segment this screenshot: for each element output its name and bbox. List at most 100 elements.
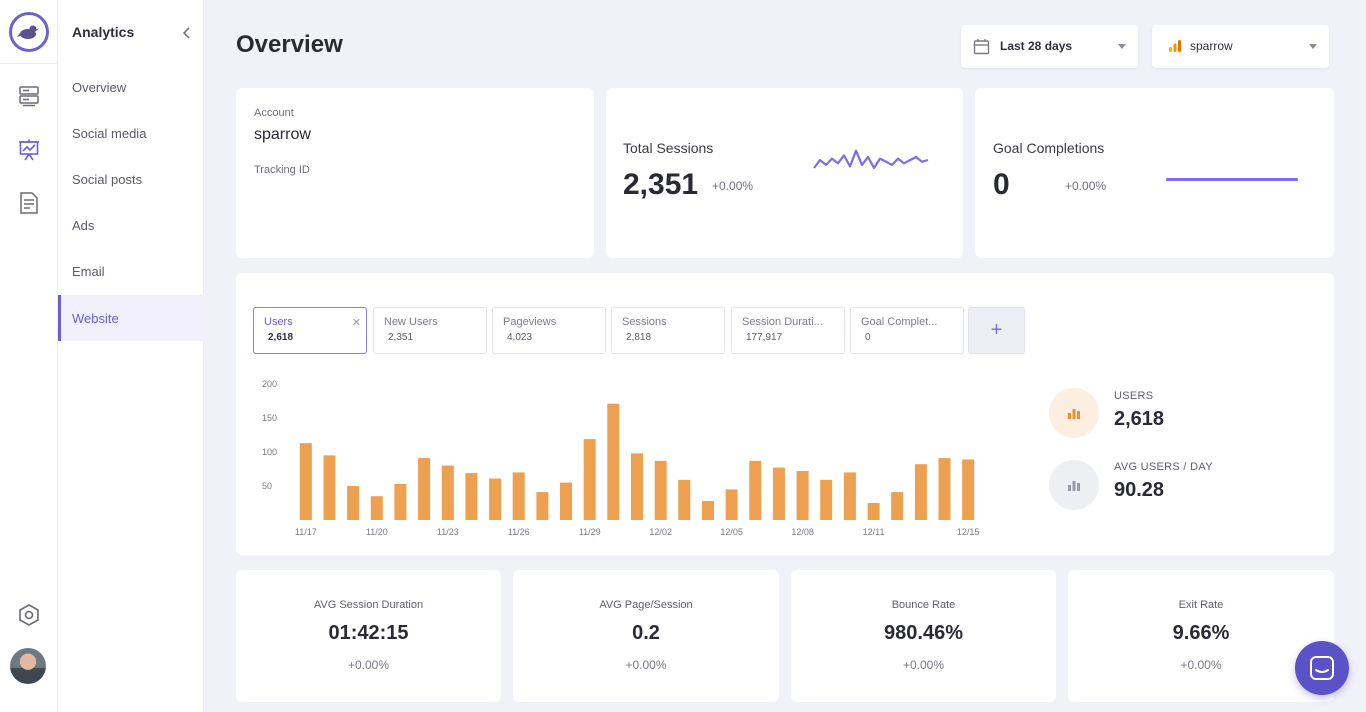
tab-pageviews-label: Pageviews — [503, 316, 557, 328]
users-summary-label: USERS — [1114, 390, 1154, 402]
x-tick-label: 12/05 — [720, 527, 743, 537]
tab-sessions-value: 2,818 — [626, 332, 652, 343]
chart-bar[interactable] — [370, 496, 383, 520]
stat-change: +0.00% — [902, 658, 945, 672]
tab-new-users[interactable]: New Users 2,351 — [373, 307, 487, 354]
chart-bar[interactable] — [560, 482, 572, 520]
presentation-chart-icon[interactable] — [16, 137, 42, 163]
total-sessions-card: Total Sessions 2,351 +0.00% — [606, 88, 963, 258]
chart-bar[interactable] — [418, 458, 431, 520]
sessions-value: 2,351 — [623, 168, 699, 201]
x-tick-label: 11/26 — [508, 527, 530, 537]
chart-bar[interactable] — [631, 453, 643, 520]
page-title: Overview — [236, 31, 343, 58]
chart-bar[interactable] — [323, 455, 336, 520]
account-card: Account sparrow Tracking ID — [236, 88, 594, 258]
y-tick-label: 150 — [262, 413, 277, 423]
tab-pageviews[interactable]: Pageviews 4,023 — [492, 307, 606, 354]
x-tick-label: 11/23 — [437, 527, 459, 537]
avg-users-bar-icon — [1049, 460, 1099, 510]
chart-bar[interactable] — [938, 458, 951, 520]
tab-users[interactable]: Users 2,618 ✕ — [253, 307, 367, 354]
tab-users-label: Users — [264, 316, 293, 328]
user-avatar[interactable] — [10, 648, 46, 684]
tab-goal-completions[interactable]: Goal Complet... 0 — [850, 307, 964, 354]
y-tick-label: 50 — [262, 481, 272, 491]
users-bar-chart: 200 150 100 50 11/17 11/20 11/23 11/26 11/29 12/0… — [262, 379, 979, 537]
sidebar-item-overview[interactable]: Overview — [72, 79, 127, 95]
chart-bar[interactable] — [702, 501, 714, 520]
x-tick-label: 11/17 — [295, 527, 317, 537]
y-tick-label: 200 — [262, 379, 277, 389]
chevron-down-icon — [1118, 44, 1126, 49]
chart-bar[interactable] — [891, 492, 904, 520]
stat-card-exit-rate: Exit Rate 9.66% +0.00% — [1068, 570, 1334, 702]
chart-bar[interactable] — [867, 503, 880, 520]
chevron-down-icon — [1309, 44, 1317, 49]
goals-change: +0.00% — [1065, 179, 1107, 193]
date-range-dropdown[interactable]: Last 28 days — [961, 25, 1138, 68]
chart-bar[interactable] — [843, 472, 856, 520]
chart-bar[interactable] — [820, 479, 833, 520]
chart-bar[interactable] — [962, 459, 975, 521]
date-range-value: Last 28 days — [1000, 39, 1073, 53]
tab-pageviews-value: 4,023 — [507, 332, 533, 343]
x-tick-label: 11/29 — [579, 527, 601, 537]
chart-bar[interactable] — [796, 471, 809, 520]
account-label: Account — [254, 107, 294, 119]
chart-bar[interactable] — [749, 460, 762, 520]
goals-value: 0 — [993, 168, 1010, 201]
sessions-sparkline — [813, 149, 929, 170]
document-report-icon[interactable] — [16, 190, 42, 216]
chart-bar[interactable] — [536, 492, 549, 520]
property-dropdown[interactable]: sparrow — [1152, 25, 1329, 68]
stat-label: AVG Session Duration — [313, 599, 424, 611]
chart-bar[interactable] — [772, 467, 785, 520]
x-tick-label: 12/08 — [791, 527, 814, 537]
chart-bar[interactable] — [914, 464, 927, 520]
avg-users-summary-label: AVG USERS / DAY — [1114, 461, 1213, 473]
chart-bar[interactable] — [489, 478, 502, 521]
goals-label: Goal Completions — [993, 140, 1105, 156]
stat-card-avg-session-duration: AVG Session Duration 01:42:15 +0.00% — [236, 570, 501, 702]
x-tick-label: 12/02 — [649, 527, 672, 537]
chart-bar[interactable] — [654, 460, 667, 520]
chart-bar[interactable] — [299, 443, 312, 520]
rail-divider — [0, 63, 58, 64]
chart-bar[interactable] — [441, 465, 454, 520]
tab-new-users-label: New Users — [384, 316, 438, 328]
chart-bar[interactable] — [678, 479, 691, 520]
tab-new-users-value: 2,351 — [388, 332, 414, 343]
users-summary-value: 2,618 — [1114, 408, 1165, 430]
sidebar-item-email[interactable]: Email — [72, 263, 105, 279]
close-icon[interactable]: ✕ — [351, 317, 361, 329]
sidebar-item-social-media[interactable]: Social media — [72, 125, 147, 141]
chart-bar[interactable] — [512, 472, 525, 520]
chart-bar[interactable] — [347, 486, 360, 520]
chart-bar[interactable] — [607, 403, 620, 520]
chevron-left-icon[interactable] — [180, 26, 194, 40]
stat-label: Exit Rate — [1178, 599, 1224, 611]
add-metric-button[interactable]: + — [968, 307, 1025, 354]
chart-bar[interactable] — [394, 484, 407, 520]
tab-users-value: 2,618 — [268, 332, 294, 343]
sidebar-item-social-posts[interactable]: Social posts — [72, 171, 143, 187]
settings-hexagon-icon[interactable] — [16, 602, 42, 628]
server-icon[interactable] — [16, 83, 42, 109]
tab-sessions-label: Sessions — [622, 316, 667, 328]
chart-bar[interactable] — [583, 439, 596, 520]
chart-bar[interactable] — [465, 473, 478, 520]
stat-card-avg-page-session: AVG Page/Session 0.2 +0.00% — [513, 570, 779, 702]
chat-icon — [1310, 656, 1334, 680]
sidebar-item-website[interactable]: Website — [58, 295, 204, 341]
calendar-icon — [973, 38, 990, 58]
tab-sessions[interactable]: Sessions 2,818 — [611, 307, 725, 354]
tab-session-duration-label: Session Durati... — [742, 316, 823, 328]
tab-session-duration[interactable]: Session Durati... 177,917 — [731, 307, 845, 354]
x-tick-label: 12/11 — [863, 527, 885, 537]
chart-bar[interactable] — [725, 489, 738, 520]
sidebar-item-ads[interactable]: Ads — [72, 217, 95, 233]
chat-launcher-button[interactable] — [1295, 641, 1349, 695]
x-tick-label: 11/20 — [366, 527, 388, 537]
sparrow-logo-icon[interactable] — [9, 12, 49, 52]
